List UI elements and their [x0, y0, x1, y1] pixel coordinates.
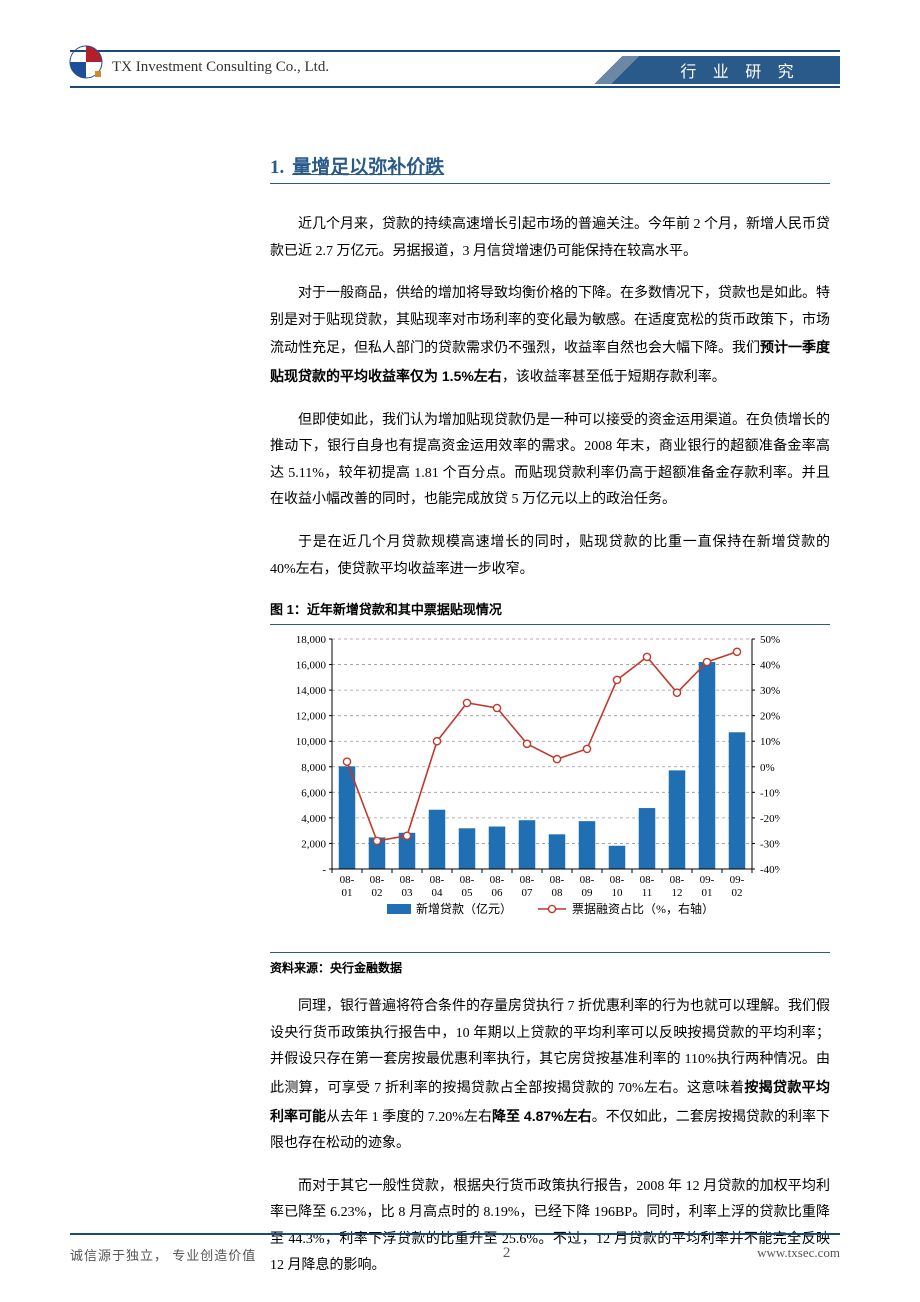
- svg-text:6,000: 6,000: [301, 787, 326, 799]
- svg-text:10,000: 10,000: [296, 736, 327, 748]
- figure-chart: - 2,000 4,000 6,000 8,000 10,000 12,000 14,000 1…: [270, 631, 780, 941]
- svg-text:4,000: 4,000: [301, 813, 326, 825]
- paragraph-6: 而对于其它一般性贷款，根据央行货币政策执行报告，2008 年 12 月贷款的加权…: [270, 1174, 830, 1280]
- header-category-banner: 行 业 研 究: [580, 56, 840, 84]
- paragraph-1: 近几个月来，贷款的持续高速增长引起市场的普遍关注。今年前 2 个月，新增人民币贷…: [270, 212, 830, 265]
- p2-part-a: 对于一般商品，供给的增加将导致均衡价格的下降。在多数情况下，贷款也是如此。特别是…: [270, 286, 830, 356]
- section-number: 1.: [270, 157, 284, 179]
- svg-text:08-: 08-: [370, 874, 385, 886]
- svg-text:01: 01: [702, 887, 713, 899]
- svg-text:04: 04: [432, 887, 444, 899]
- svg-text:10%: 10%: [760, 736, 780, 748]
- svg-text:-: -: [322, 864, 326, 876]
- svg-text:08: 08: [552, 887, 564, 899]
- svg-text:02: 02: [732, 887, 743, 899]
- footer-rule: [70, 1233, 840, 1235]
- svg-text:08-: 08-: [340, 874, 355, 886]
- svg-text:02: 02: [372, 887, 383, 899]
- p2-part-c: ，该收益率甚至低于短期存款利率。: [502, 370, 726, 385]
- svg-text:05: 05: [462, 887, 474, 899]
- svg-text:2,000: 2,000: [301, 839, 326, 851]
- svg-text:03: 03: [402, 887, 414, 899]
- paragraph-4: 于是在近几个月贷款规模高速增长的同时，贴现贷款的比重一直保持在新增贷款的 40%…: [270, 530, 830, 583]
- svg-text:11: 11: [642, 887, 653, 899]
- company-logo-icon: [66, 42, 106, 82]
- svg-text:08-: 08-: [670, 874, 685, 886]
- svg-text:08-: 08-: [550, 874, 565, 886]
- svg-text:12: 12: [672, 887, 683, 899]
- svg-text:08-: 08-: [580, 874, 595, 886]
- svg-text:16,000: 16,000: [296, 660, 327, 672]
- p5-bold-2: 降至 4.87%左右: [492, 1108, 592, 1124]
- footer-site: www.txsec.com: [757, 1245, 840, 1264]
- header-category: 行 业 研 究: [620, 58, 799, 82]
- svg-text:06: 06: [492, 887, 504, 899]
- svg-text:08-: 08-: [610, 874, 625, 886]
- svg-text:-10%: -10%: [760, 787, 780, 799]
- paragraph-3: 但即使如此，我们认为增加贴现贷款仍是一种可以接受的资金运用渠道。在负债增长的推动…: [270, 408, 830, 514]
- svg-text:09: 09: [582, 887, 594, 899]
- logo-block: TX Investment Consulting Co., Ltd.: [66, 42, 329, 82]
- figure-source: 资料来源：央行金融数据: [270, 952, 830, 976]
- svg-text:08-: 08-: [520, 874, 535, 886]
- svg-text:-40%: -40%: [760, 864, 780, 876]
- svg-text:14,000: 14,000: [296, 685, 327, 697]
- svg-text:08-: 08-: [490, 874, 505, 886]
- paragraph-5: 同理，银行普遍将符合条件的存量房贷执行 7 折优惠利率的行为也就可以理解。我们假…: [270, 994, 830, 1158]
- svg-text:08-: 08-: [460, 874, 475, 886]
- svg-text:08-: 08-: [430, 874, 445, 886]
- paragraph-2: 对于一般商品，供给的增加将导致均衡价格的下降。在多数情况下，贷款也是如此。特别是…: [270, 281, 830, 391]
- svg-text:09-: 09-: [730, 874, 745, 886]
- svg-text:18,000: 18,000: [296, 634, 327, 646]
- svg-text:8,000: 8,000: [301, 762, 326, 774]
- svg-text:01: 01: [342, 887, 353, 899]
- section-heading: 1. 量增足以弥补价跌: [270, 152, 830, 184]
- svg-text:08-: 08-: [640, 874, 655, 886]
- svg-text:08-: 08-: [400, 874, 415, 886]
- page-header: TX Investment Consulting Co., Ltd. 行 业 研…: [70, 50, 840, 92]
- company-name: TX Investment Consulting Co., Ltd.: [112, 59, 329, 76]
- footer-motto: 诚信源于独立， 专业创造价值: [70, 1245, 256, 1264]
- svg-text:30%: 30%: [760, 685, 780, 697]
- footer-page-number: 2: [503, 1245, 511, 1264]
- svg-text:票据融资占比（%，右轴）: 票据融资占比（%，右轴）: [572, 901, 714, 916]
- p5-part-c: 从去年 1 季度的 7.20%左右: [326, 1110, 492, 1125]
- svg-text:12,000: 12,000: [296, 711, 327, 723]
- svg-text:0%: 0%: [760, 762, 775, 774]
- header-rule-bottom: [70, 86, 840, 88]
- content-area: 1. 量增足以弥补价跌 近几个月来，贷款的持续高速增长引起市场的普遍关注。今年前…: [70, 152, 840, 1280]
- section-title: 量增足以弥补价跌: [292, 152, 444, 179]
- svg-text:新增贷款（亿元）: 新增贷款（亿元）: [416, 901, 512, 916]
- svg-text:09-: 09-: [700, 874, 715, 886]
- svg-text:40%: 40%: [760, 660, 780, 672]
- svg-text:20%: 20%: [760, 711, 780, 723]
- figure-title: 图 1：近年新增贷款和其中票据贴现情况: [270, 599, 830, 625]
- svg-text:50%: 50%: [760, 634, 780, 646]
- page-footer: 诚信源于独立， 专业创造价值 2 www.txsec.com: [70, 1233, 840, 1264]
- svg-text:-20%: -20%: [760, 813, 780, 825]
- svg-text:10: 10: [612, 887, 624, 899]
- svg-text:07: 07: [522, 887, 534, 899]
- svg-text:-30%: -30%: [760, 839, 780, 851]
